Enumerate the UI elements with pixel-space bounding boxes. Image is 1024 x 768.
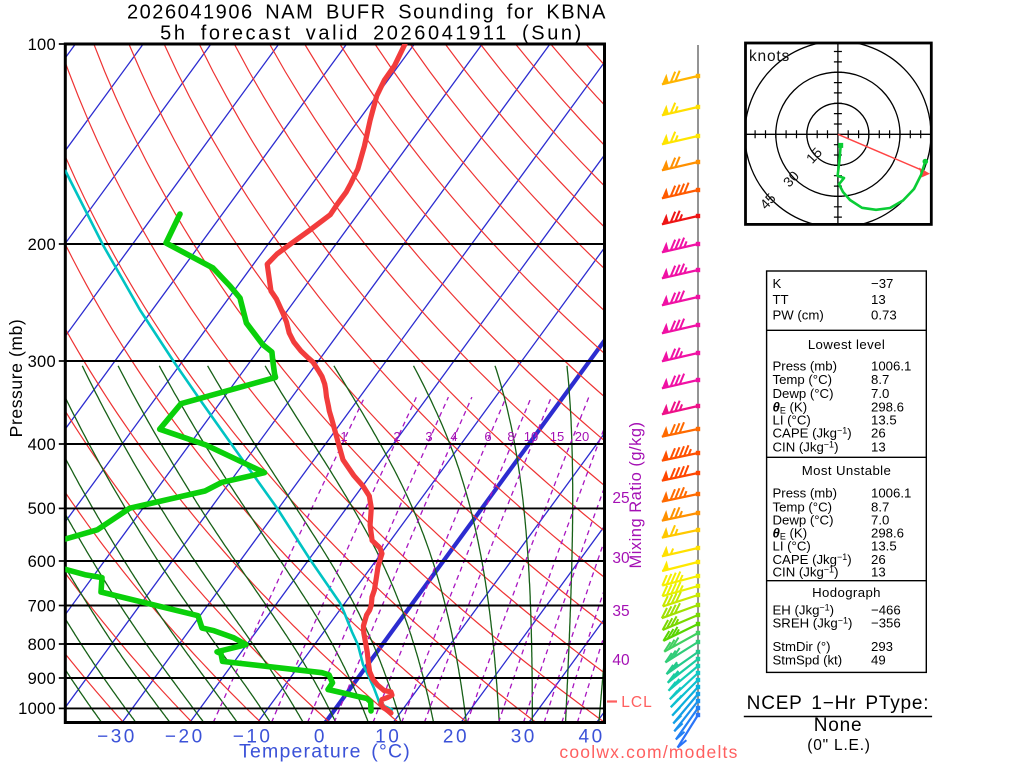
svg-text:4: 4: [450, 429, 457, 444]
svg-text:40: 40: [612, 652, 630, 669]
svg-text:7.0: 7.0: [871, 512, 889, 527]
svg-text:8: 8: [507, 429, 514, 444]
svg-text:5h forecast valid 2026041911 (: 5h forecast valid 2026041911 (Sun): [160, 23, 584, 45]
svg-text:3: 3: [425, 429, 432, 444]
svg-text:knots: knots: [749, 48, 790, 65]
svg-text:StmDir (°): StmDir (°): [773, 639, 831, 654]
svg-text:1006.1: 1006.1: [871, 485, 911, 500]
svg-text:−10: −10: [233, 727, 273, 748]
svg-text:CIN (Jkg−1): CIN (Jkg−1): [773, 439, 839, 454]
svg-text:25: 25: [612, 490, 629, 507]
svg-text:300: 300: [28, 353, 56, 371]
svg-text:Dewp (°C): Dewp (°C): [773, 512, 834, 527]
svg-text:13.5: 13.5: [871, 412, 897, 427]
svg-text:Temp (°C): Temp (°C): [773, 500, 833, 515]
svg-text:0.73: 0.73: [871, 308, 897, 323]
svg-text:Temp (°C): Temp (°C): [773, 372, 833, 387]
svg-text:Hodograph: Hodograph: [812, 585, 881, 600]
svg-text:7.0: 7.0: [871, 386, 889, 401]
svg-text:13: 13: [871, 292, 886, 307]
svg-text:0: 0: [314, 727, 327, 748]
svg-text:100: 100: [28, 36, 56, 54]
svg-text:SREH (Jkg−1): SREH (Jkg−1): [773, 616, 853, 631]
svg-text:Mixing Ratio (g/kg): Mixing Ratio (g/kg): [627, 421, 645, 568]
svg-text:15: 15: [550, 429, 564, 444]
svg-text:8.7: 8.7: [871, 372, 889, 387]
svg-text:10: 10: [375, 727, 401, 748]
svg-text:−37: −37: [871, 276, 893, 291]
svg-text:1: 1: [340, 429, 347, 444]
svg-text:TT: TT: [773, 292, 789, 307]
svg-text:2: 2: [393, 429, 400, 444]
svg-text:CAPE (Jkg−1): CAPE (Jkg−1): [773, 426, 852, 441]
svg-text:Pressure (mb): Pressure (mb): [6, 319, 26, 438]
svg-text:293: 293: [871, 639, 893, 654]
svg-text:49: 49: [871, 653, 886, 668]
svg-text:K: K: [773, 276, 782, 291]
svg-text:−20: −20: [165, 727, 205, 748]
svg-text:Press (mb): Press (mb): [773, 359, 837, 374]
svg-text:700: 700: [28, 597, 56, 615]
svg-text:Dewp (°C): Dewp (°C): [773, 386, 834, 401]
svg-text:30: 30: [612, 550, 630, 567]
svg-text:900: 900: [28, 670, 56, 688]
svg-text:8.7: 8.7: [871, 500, 889, 515]
svg-text:298.6: 298.6: [871, 525, 904, 540]
svg-text:Lowest level: Lowest level: [808, 337, 885, 352]
svg-text:Press (mb): Press (mb): [773, 485, 837, 500]
svg-text:LI (°C): LI (°C): [773, 412, 811, 427]
svg-text:2026041906 NAM BUFR Sounding f: 2026041906 NAM BUFR Sounding for KBNA: [127, 2, 607, 24]
svg-text:13: 13: [871, 439, 886, 454]
svg-text:CIN (Jkg−1): CIN (Jkg−1): [773, 565, 839, 580]
svg-text:13.5: 13.5: [871, 539, 897, 554]
svg-text:θE (K): θE (K): [773, 525, 808, 541]
svg-text:None: None: [814, 715, 863, 736]
svg-text:35: 35: [612, 603, 629, 620]
svg-text:26: 26: [871, 426, 886, 441]
svg-text:Temperature (°C): Temperature (°C): [239, 741, 411, 763]
svg-text:13: 13: [871, 565, 886, 580]
svg-text:30: 30: [511, 727, 537, 748]
svg-text:500: 500: [28, 500, 56, 518]
svg-text:StmSpd (kt): StmSpd (kt): [773, 653, 843, 668]
svg-text:coolwx.com/modelts: coolwx.com/modelts: [559, 742, 738, 762]
svg-text:6: 6: [484, 429, 491, 444]
svg-text:200: 200: [28, 236, 56, 254]
svg-text:−466: −466: [871, 603, 901, 618]
svg-text:θE (K): θE (K): [773, 400, 808, 416]
svg-text:LI (°C): LI (°C): [773, 539, 811, 554]
svg-text:20: 20: [575, 429, 589, 444]
svg-text:600: 600: [28, 553, 56, 571]
svg-text:298.6: 298.6: [871, 400, 904, 415]
svg-text:NCEP 1−Hr PType:: NCEP 1−Hr PType:: [747, 693, 930, 714]
svg-text:PW (cm): PW (cm): [773, 308, 824, 323]
svg-text:−356: −356: [871, 616, 901, 631]
svg-text:20: 20: [443, 727, 469, 748]
svg-text:−30: −30: [97, 727, 137, 748]
svg-text:40: 40: [579, 727, 605, 748]
svg-text:800: 800: [28, 636, 56, 654]
svg-text:1006.1: 1006.1: [871, 359, 911, 374]
svg-text:10: 10: [524, 429, 538, 444]
svg-text:1000: 1000: [18, 700, 56, 718]
svg-text:400: 400: [28, 436, 56, 454]
svg-text:26: 26: [871, 552, 886, 567]
svg-text:CAPE (Jkg−1): CAPE (Jkg−1): [773, 552, 852, 567]
svg-text:(0" L.E.): (0" L.E.): [807, 737, 871, 754]
svg-text:LCL: LCL: [621, 694, 652, 711]
svg-text:EH (Jkg−1): EH (Jkg−1): [773, 603, 835, 618]
svg-text:Most Unstable: Most Unstable: [802, 463, 892, 478]
